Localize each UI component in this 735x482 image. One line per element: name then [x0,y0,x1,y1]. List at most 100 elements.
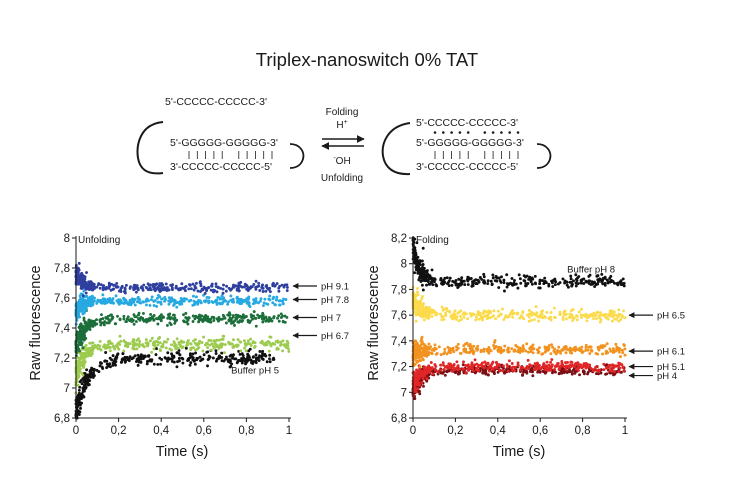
data-point [194,281,198,285]
data-point [198,280,202,284]
data-point [446,281,450,284]
x-tick-label: 0 [73,425,79,437]
data-point [547,316,551,320]
data-point [429,361,433,364]
data-point [199,359,203,363]
data-point [192,299,196,303]
data-point [135,347,139,351]
data-point [124,359,128,363]
data-point [511,369,515,372]
data-point [100,361,103,365]
data-point [166,316,170,320]
data-point [161,315,165,319]
data-point [561,316,565,319]
data-point [89,320,93,324]
data-point [175,337,179,341]
data-point [244,343,248,347]
data-point [417,353,421,357]
data-point [77,403,81,407]
data-point [538,370,542,374]
data-point [575,314,578,318]
forward-reagent: H+ [336,119,347,131]
data-point [517,273,521,277]
unfolding-x-axis-title: Time (s) [156,444,209,460]
data-point [281,299,285,303]
data-point [516,350,520,354]
data-point [468,312,472,315]
data-point [90,288,94,292]
x-tick-label: 0,2 [111,425,127,437]
data-point [443,347,447,351]
data-point [469,277,473,280]
data-point [173,316,177,320]
data-point [416,286,419,290]
data-point [76,397,80,401]
data-point [254,324,258,328]
data-point [175,318,179,322]
data-point [579,364,582,368]
data-point [132,313,136,317]
data-point [91,283,95,286]
data-point [166,351,170,355]
data-point [506,365,509,369]
data-point [189,361,193,365]
data-point [459,278,463,282]
data-point [181,361,185,365]
data-point [157,288,161,292]
data-point [440,314,444,318]
data-point [418,303,422,307]
data-point [98,286,102,290]
data-point [483,360,487,364]
series-annotation: pH 5.1 [657,362,685,373]
data-point [430,314,434,318]
data-point [195,356,199,360]
data-point [451,348,455,352]
data-point [596,345,600,349]
data-point [604,366,608,370]
data-point [209,348,213,352]
data-point [530,313,534,317]
data-point [80,395,84,399]
data-point [564,367,568,371]
data-point [188,353,192,357]
data-point [501,307,504,311]
data-point [167,302,171,306]
data-point [187,287,191,291]
data-point [212,346,216,350]
data-point [427,368,431,372]
data-point [603,275,607,279]
series-annotation: Buffer pH 8 [567,264,615,275]
data-point [565,283,569,287]
data-point [107,342,111,346]
data-point [623,316,627,320]
data-point [422,352,426,356]
data-point [78,360,82,364]
data-point [170,343,173,347]
data-point [271,301,275,305]
y-tick-label: 7,8 [54,263,70,275]
data-point [489,349,493,353]
data-point [564,351,568,355]
data-point [427,316,430,320]
data-point [220,297,224,301]
data-point [511,315,515,319]
data-point [222,283,225,287]
data-point [615,317,619,321]
data-point [454,281,457,285]
data-point [252,283,256,286]
data-point [192,288,196,292]
data-point [145,297,149,301]
data-point [619,355,622,359]
data-point [262,342,266,346]
data-point [205,342,209,345]
data-point [186,339,190,343]
data-point [416,309,420,313]
data-point [156,322,160,326]
data-point [258,350,262,353]
data-point [191,282,195,286]
data-point [521,344,525,348]
data-point [417,278,421,282]
data-point [518,346,522,350]
data-point [512,281,516,285]
left-bottom-strand: 3'-CCCCC-CCCCC-5' [170,161,272,173]
